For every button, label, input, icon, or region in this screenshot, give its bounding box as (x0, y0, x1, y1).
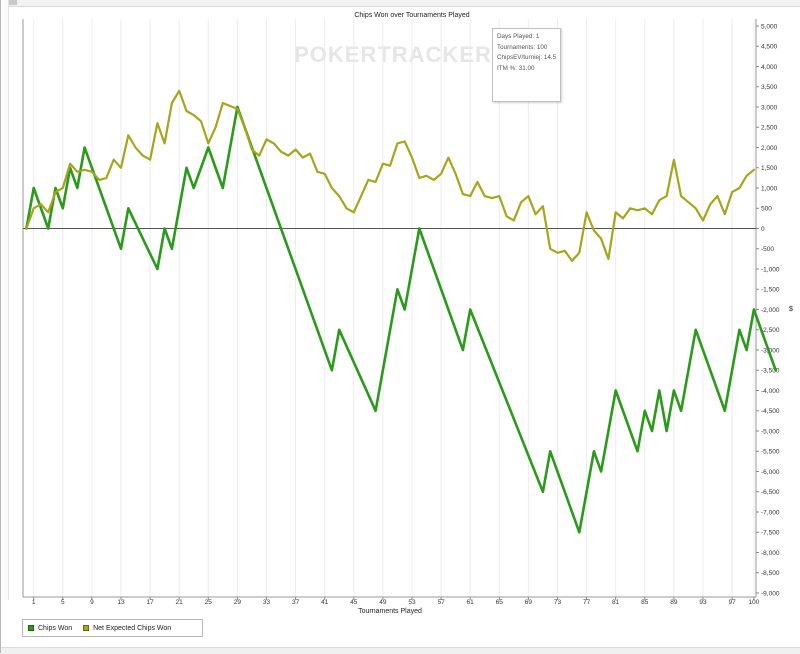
x-tick-label: 77 (583, 599, 591, 606)
series-line-chips-won (25, 105, 777, 534)
y-tick-label: -8,500 (761, 570, 780, 577)
y-tick-label: 3,500 (761, 84, 778, 91)
y-tick-label: -9,000 (761, 590, 780, 597)
legend-label-chips-won: Chips Won (38, 624, 73, 632)
series-layer (25, 89, 777, 534)
chart-title: Chips Won over Tournaments Played (354, 12, 469, 19)
y-tick-label: -8,000 (761, 550, 780, 557)
y-tick-label: 2,500 (761, 125, 778, 132)
x-tick-label: 49 (379, 599, 387, 606)
y-tick-label: 2,000 (761, 145, 778, 152)
y-tick-label: 4,000 (761, 64, 778, 71)
y-tick-label: -3,000 (761, 347, 780, 354)
left-resize-grip[interactable] (1, 0, 9, 600)
x-tick-label: 100 (748, 599, 759, 606)
tooltip-tournaments: Tournaments: 100 (497, 43, 548, 51)
y-tick-label: 1,000 (761, 185, 778, 192)
x-tick-label: 41 (321, 599, 329, 606)
x-axis-ticks: 1 5 9 13 17 21 25 29 33 37 41 45 49 53 57 61 65 69 73 77 81 8… (32, 597, 760, 606)
y-axis-title: $ (789, 306, 793, 313)
legend-swatch-chips-won (28, 625, 34, 631)
legend-item-net-expected[interactable]: Net Expected Chips Won (83, 625, 171, 632)
x-tick-label: 13 (117, 599, 125, 606)
x-tick-label: 81 (612, 599, 620, 606)
y-tick-label: 5,000 (761, 23, 778, 30)
y-tick-label: 3,000 (761, 104, 778, 111)
hover-tooltip: Days Played: 1 Tournaments: 100 ChipsEV/… (492, 28, 561, 102)
y-tick-label: -4,000 (761, 388, 780, 395)
x-tick-label: 29 (234, 599, 242, 606)
x-tick-label: 57 (437, 599, 445, 606)
chart-legend: Chips Won Net Expected Chips Won (22, 619, 203, 637)
watermark-logo: POKERTRACKER (294, 42, 492, 67)
y-tick-label: -5,500 (761, 449, 780, 456)
y-tick-label: 1,500 (761, 165, 778, 172)
x-tick-label: 85 (641, 599, 649, 606)
x-tick-label: 1 (32, 599, 36, 606)
y-tick-label: -1,500 (761, 287, 780, 294)
y-tick-label: -3,500 (761, 368, 780, 375)
x-tick-label: 73 (554, 599, 562, 606)
y-axis-ticks: 5,000 4,500 4,000 3,500 3,000 2,500 2,000 1,500… (756, 23, 780, 597)
grid-lines (33, 19, 755, 597)
x-tick-label: 93 (699, 599, 707, 606)
y-tick-label: 0 (761, 226, 765, 233)
series-line-net-expected-chips-won (25, 89, 755, 262)
legend-item-chips-won[interactable]: Chips Won (28, 625, 72, 632)
x-tick-label: 21 (176, 599, 184, 606)
y-tick-label: -7,000 (761, 509, 780, 516)
x-tick-label: 33 (263, 599, 271, 606)
x-tick-label: 37 (292, 599, 300, 606)
legend-label-net-expected: Net Expected Chips Won (93, 624, 172, 632)
x-tick-label: 65 (496, 599, 504, 606)
y-tick-label: -500 (761, 246, 774, 253)
legend-swatch-net-expected (83, 625, 90, 631)
tooltip-itm: ITM %: 31.00 (497, 64, 535, 72)
y-tick-label: -4,500 (761, 408, 780, 415)
x-tick-label: 45 (350, 599, 358, 606)
x-tick-label: 97 (728, 599, 736, 606)
y-tick-label: -7,500 (761, 530, 780, 537)
y-tick-label: -2,000 (761, 307, 780, 314)
bottom-status-strip (1, 647, 800, 654)
x-tick-label: 25 (205, 599, 213, 606)
top-toolbar-strip (1, 0, 800, 7)
y-tick-label: -2,500 (761, 327, 780, 334)
tooltip-chips-ev: ChipsEV/turniej: 14.5 (497, 54, 557, 62)
y-tick-label: 4,500 (761, 44, 778, 51)
x-tick-label: 89 (670, 599, 678, 606)
y-tick-label: -1,000 (761, 266, 780, 273)
y-tick-label: -5,000 (761, 428, 780, 435)
x-axis-title: Tournaments Played (358, 608, 422, 615)
x-tick-label: 17 (146, 599, 154, 606)
x-tick-label: 61 (467, 599, 475, 606)
x-tick-label: 5 (61, 599, 65, 606)
top-scrollbar[interactable] (5, 0, 17, 5)
tooltip-days-played: Days Played: 1 (497, 33, 540, 40)
x-tick-label: 9 (90, 599, 94, 606)
x-tick-label: 53 (408, 599, 416, 606)
x-tick-label: 69 (525, 599, 533, 606)
y-tick-label: -6,000 (761, 469, 780, 476)
y-tick-label: 500 (761, 206, 772, 213)
y-tick-label: -6,500 (761, 489, 780, 496)
